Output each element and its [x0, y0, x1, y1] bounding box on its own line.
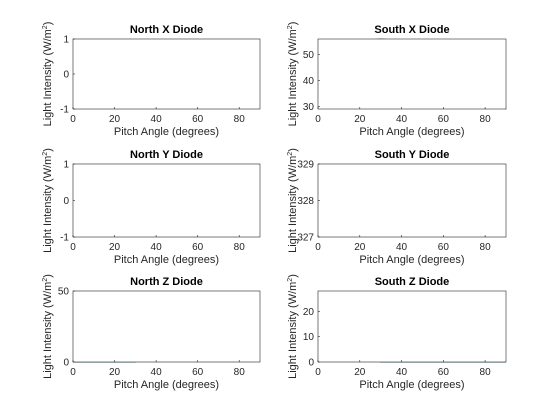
y-tick-label: 328 — [297, 196, 314, 207]
subplot-5: 0 20 40 60 80 0 50 North Z Diode Pitch Angle (de… — [42, 274, 261, 391]
x-tick-label: 80 — [234, 367, 246, 378]
y-tick-label: 20 — [303, 307, 315, 318]
axes-frame — [72, 163, 261, 238]
x-tick-label: 20 — [354, 367, 366, 378]
x-tick-label: 40 — [396, 114, 408, 125]
x-tick-label: 60 — [192, 114, 204, 125]
y-tick-label: 30 — [303, 102, 315, 113]
axes-frame — [317, 290, 507, 363]
x-tick-label: 0 — [70, 114, 76, 125]
y-tick-label: -1 — [60, 105, 69, 116]
x-axis-label: Pitch Angle (degrees) — [114, 379, 219, 391]
x-tick-label: 60 — [438, 367, 450, 378]
y-tick-label: 0 — [63, 358, 69, 369]
x-tick-label: 60 — [192, 242, 204, 253]
chart-title: North Z Diode — [130, 276, 203, 288]
chart-title: North Y Diode — [130, 149, 203, 161]
y-axis-label-superscript: 2 — [287, 278, 294, 282]
subplot-2: 0 20 40 60 80 30 40 50 South X Diode Pitch Angle … — [287, 22, 507, 138]
y-tick-label: 50 — [58, 287, 70, 298]
y-axis-label-close: ) — [42, 274, 54, 278]
x-tick-label: 80 — [480, 114, 492, 125]
y-axis-label: Light Intensity (W/m2) — [287, 148, 299, 253]
y-tick-label: 1 — [63, 35, 69, 46]
axes-frame — [317, 163, 507, 238]
y-axis-label-superscript: 2 — [287, 152, 294, 156]
y-axis-label-close: ) — [42, 22, 54, 26]
y-tick-label: 50 — [303, 50, 315, 61]
y-axis-label: Light Intensity (W/m2) — [287, 274, 299, 379]
y-axis-label-superscript: 2 — [42, 25, 49, 29]
x-axis-label: Pitch Angle (degrees) — [359, 126, 464, 138]
x-axis-label: Pitch Angle (degrees) — [114, 254, 219, 266]
x-tick-label: 60 — [438, 242, 450, 253]
subplot-4: 0 20 40 60 80 327 328 329 South Y Diode Pitch Ang… — [287, 148, 507, 266]
x-tick-label: 80 — [234, 242, 246, 253]
x-tick-label: 20 — [354, 114, 366, 125]
y-axis-label: Light Intensity (W/m2) — [42, 22, 54, 127]
x-axis-label: Pitch Angle (degrees) — [359, 379, 464, 391]
x-tick-label: 80 — [480, 367, 492, 378]
y-tick-label: 329 — [297, 160, 314, 171]
y-tick-label: 327 — [297, 233, 314, 244]
y-tick-label: 0 — [63, 70, 69, 81]
y-axis-label-close: ) — [287, 148, 299, 152]
x-axis-label: Pitch Angle (degrees) — [114, 126, 219, 138]
x-tick-label: 60 — [438, 114, 450, 125]
chart-title: South Y Diode — [375, 149, 450, 161]
y-tick-label: 1 — [63, 160, 69, 171]
x-tick-label: 20 — [109, 114, 121, 125]
y-axis-label-main: Light Intensity (W/m — [42, 282, 54, 379]
y-axis-label-superscript: 2 — [42, 278, 49, 282]
y-tick-label: -1 — [60, 233, 69, 244]
x-tick-label: 20 — [354, 242, 366, 253]
chart-title: South X Diode — [374, 24, 449, 36]
y-tick-label: 10 — [303, 332, 315, 343]
x-tick-label: 20 — [109, 367, 121, 378]
y-axis-label-close: ) — [42, 148, 54, 152]
x-tick-label: 0 — [315, 367, 321, 378]
x-tick-label: 60 — [192, 367, 204, 378]
y-axis-label-main: Light Intensity (W/m — [287, 156, 299, 253]
x-tick-label: 40 — [151, 242, 163, 253]
x-tick-label: 40 — [396, 242, 408, 253]
chart-title: South Z Diode — [375, 276, 450, 288]
y-tick-label: 40 — [303, 76, 315, 87]
y-axis-label-superscript: 2 — [287, 25, 294, 29]
y-tick-label: 0 — [63, 196, 69, 207]
x-tick-label: 80 — [234, 114, 246, 125]
x-tick-label: 40 — [396, 367, 408, 378]
x-axis-label: Pitch Angle (degrees) — [359, 254, 464, 266]
x-tick-label: 0 — [70, 367, 76, 378]
axes-frame — [72, 38, 261, 110]
x-tick-label: 20 — [109, 242, 121, 253]
x-tick-label: 80 — [480, 242, 492, 253]
y-tick-label: 0 — [308, 358, 314, 369]
y-axis-label: Light Intensity (W/m2) — [287, 22, 299, 127]
y-axis-label: Light Intensity (W/m2) — [42, 274, 54, 379]
y-axis-label-main: Light Intensity (W/m — [287, 29, 299, 126]
x-tick-label: 0 — [315, 114, 321, 125]
y-axis-label-main: Light Intensity (W/m — [287, 282, 299, 379]
x-tick-label: 40 — [151, 367, 163, 378]
subplot-6: 0 20 40 60 80 0 10 20 South Z Diode Pitch Angle (… — [287, 274, 507, 391]
y-axis-label-superscript: 2 — [42, 152, 49, 156]
axes-frame — [72, 290, 261, 363]
y-axis-label-close: ) — [287, 274, 299, 278]
x-tick-label: 0 — [70, 242, 76, 253]
chart-title: North X Diode — [130, 24, 203, 36]
x-tick-label: 0 — [315, 242, 321, 253]
y-axis-label-main: Light Intensity (W/m — [42, 29, 54, 126]
y-axis-label-main: Light Intensity (W/m — [42, 156, 54, 253]
x-tick-label: 40 — [151, 114, 163, 125]
y-axis-label: Light Intensity (W/m2) — [42, 148, 54, 253]
axes-frame — [317, 38, 507, 110]
y-axis-label-close: ) — [287, 22, 299, 26]
